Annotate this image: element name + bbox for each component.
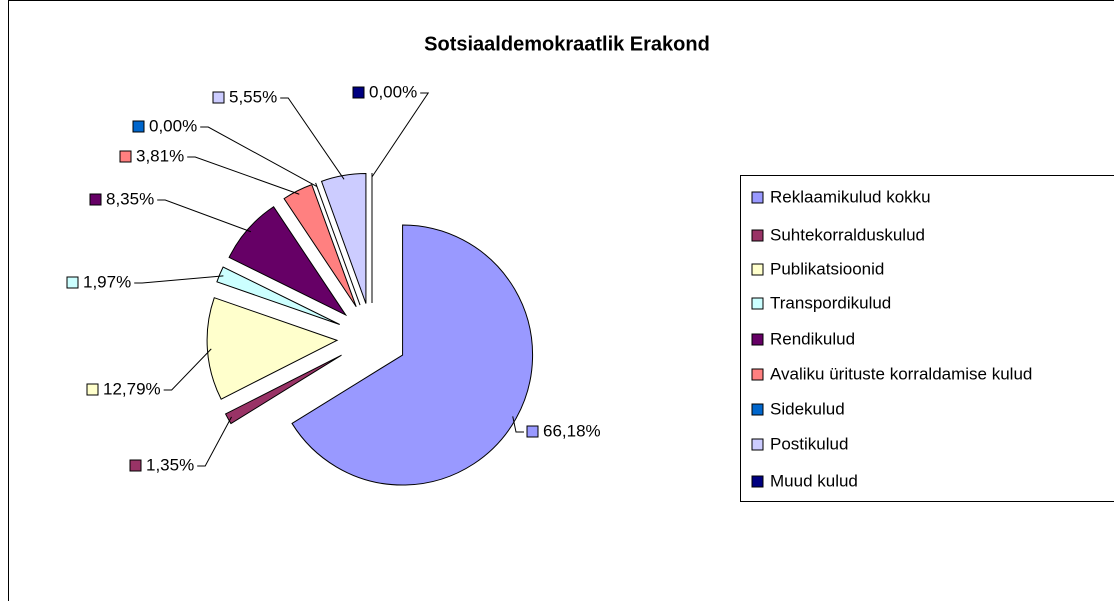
leader-line (134, 275, 224, 284)
label-swatch (352, 86, 365, 99)
data-label: 1,97% (83, 272, 131, 291)
data-label: 3,81% (136, 146, 184, 165)
data-label: 66,18% (543, 421, 601, 440)
leader-line (197, 416, 232, 467)
legend-label: Reklaamikulud kokku (770, 187, 931, 206)
pie-slice (283, 183, 357, 308)
data-label: 1,35% (146, 455, 194, 474)
pie-slice (228, 206, 348, 317)
legend-label: Postikulud (770, 434, 848, 453)
pie-slice (224, 354, 342, 425)
leader-line (512, 416, 524, 433)
legend-label: Transpordikulud (770, 293, 891, 312)
data-label: 0,00% (369, 82, 417, 101)
label-swatch (89, 193, 102, 206)
pie-slice (206, 297, 339, 400)
leader-line (187, 156, 300, 195)
legend-swatch (751, 333, 764, 346)
data-label: 12,79% (103, 379, 161, 398)
legend-label: Muud kulud (770, 471, 858, 490)
legend-box (740, 175, 1114, 502)
label-swatch (119, 150, 132, 163)
legend-label: Rendikulud (770, 329, 855, 348)
legend-swatch (751, 191, 764, 204)
pie-slice (320, 173, 367, 304)
label-swatch (212, 91, 225, 104)
pie-slice (216, 266, 340, 325)
label-swatch (526, 425, 539, 438)
data-label: 0,00% (149, 116, 197, 135)
pie-slice (315, 182, 361, 306)
legend-swatch (751, 403, 764, 416)
label-swatch (132, 120, 145, 133)
legend-label: Publikatsioonid (770, 259, 884, 278)
label-swatch (66, 276, 79, 289)
leader-line (200, 126, 318, 188)
legend-swatch (751, 229, 764, 242)
leader-line (280, 97, 345, 180)
legend-label: Suhtekorralduskulud (770, 225, 925, 244)
label-swatch (129, 459, 142, 472)
leader-line (371, 92, 430, 178)
leader-line (157, 199, 252, 233)
legend-label: Avaliku ürituste korraldamise kulud (770, 364, 1032, 383)
legend-swatch (751, 368, 764, 381)
pie-slice (291, 224, 533, 486)
legend-label: Sidekulud (770, 399, 845, 418)
data-label: 8,35% (106, 189, 154, 208)
legend-swatch (751, 297, 764, 310)
label-swatch (86, 383, 99, 396)
legend-swatch (751, 438, 764, 451)
leader-line (163, 348, 212, 391)
legend-swatch (751, 475, 764, 488)
legend-swatch (751, 263, 764, 276)
chart-title: Sotsiaaldemokraatlik Erakond (424, 33, 710, 55)
data-label: 5,55% (229, 87, 277, 106)
